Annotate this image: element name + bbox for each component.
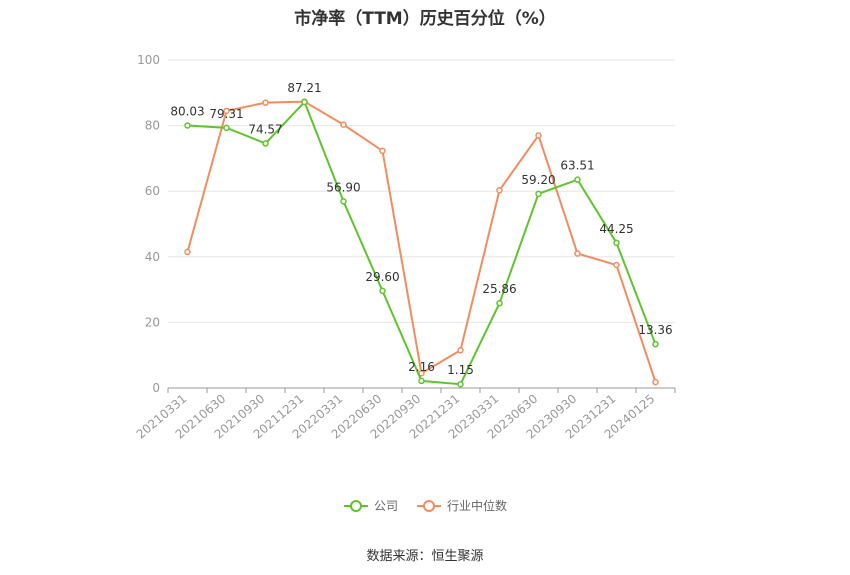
point-company[interactable] (379, 287, 386, 295)
data-label-company: 80.03 (170, 105, 204, 119)
legend-company-marker-icon (343, 499, 368, 512)
grid-lines (168, 59, 675, 323)
data-label-company: 79.31 (209, 107, 243, 121)
point-company[interactable] (223, 124, 230, 132)
series-line-company (187, 100, 657, 386)
data-label-company: 44.25 (599, 222, 633, 236)
data-labels: 80.03 79.31 74.57 87.21 56.90 29.60 2.16 1.15 25… (170, 81, 672, 377)
point-company[interactable] (340, 198, 347, 205)
point-company[interactable] (184, 122, 191, 129)
y-tick-label: 80 (145, 119, 160, 133)
point-industry[interactable] (379, 147, 386, 155)
point-industry[interactable] (496, 186, 503, 194)
point-company[interactable] (418, 377, 425, 385)
chart-title: 市净率（TTM）历史百分位（%） (294, 9, 556, 29)
legend-industry-marker-icon (417, 499, 441, 512)
data-label-company: 2.16 (408, 360, 435, 374)
data-label-company: 74.57 (248, 122, 282, 136)
point-industry[interactable] (262, 99, 269, 106)
data-label-company: 13.36 (638, 323, 672, 337)
data-label-company: 63.51 (560, 159, 594, 173)
data-label-company: 56.90 (326, 180, 360, 194)
point-company[interactable] (535, 190, 542, 198)
legend: 公司 行业中位数 (0, 497, 850, 514)
point-industry[interactable] (535, 132, 542, 139)
point-industry[interactable] (223, 107, 230, 115)
point-company[interactable] (457, 380, 464, 388)
legend-item-industry[interactable]: 行业中位数 (416, 497, 507, 514)
data-label-company: 25.86 (482, 282, 516, 296)
point-industry[interactable] (184, 248, 191, 256)
point-company[interactable] (496, 299, 503, 307)
data-label-company: 29.60 (365, 270, 399, 284)
point-company[interactable] (301, 98, 308, 106)
y-tick-label: 60 (145, 184, 160, 198)
point-industry[interactable] (652, 378, 659, 386)
point-company[interactable] (574, 176, 581, 183)
y-tick-label: 100 (137, 53, 160, 67)
point-company[interactable] (652, 340, 659, 348)
point-industry[interactable] (613, 261, 620, 269)
point-company[interactable] (613, 239, 620, 247)
data-label-company: 1.15 (447, 363, 474, 377)
legend-item-company[interactable]: 公司 (343, 497, 398, 514)
data-label-company: 59.20 (521, 173, 555, 187)
y-tick-label: 0 (152, 381, 160, 395)
legend-industry-label: 行业中位数 (447, 499, 508, 513)
point-industry[interactable] (340, 121, 347, 128)
y-tick-label: 20 (145, 315, 160, 329)
point-company[interactable] (262, 140, 269, 147)
point-industry[interactable] (574, 250, 581, 257)
data-label-company: 87.21 (287, 81, 321, 95)
series-line-industry (186, 100, 657, 383)
legend-company-label: 公司 (373, 499, 398, 513)
series-lines (184, 98, 659, 388)
point-industry[interactable] (457, 347, 464, 354)
y-tick-label: 40 (145, 250, 160, 264)
source-note: 数据来源：恒生聚源 (366, 549, 484, 564)
